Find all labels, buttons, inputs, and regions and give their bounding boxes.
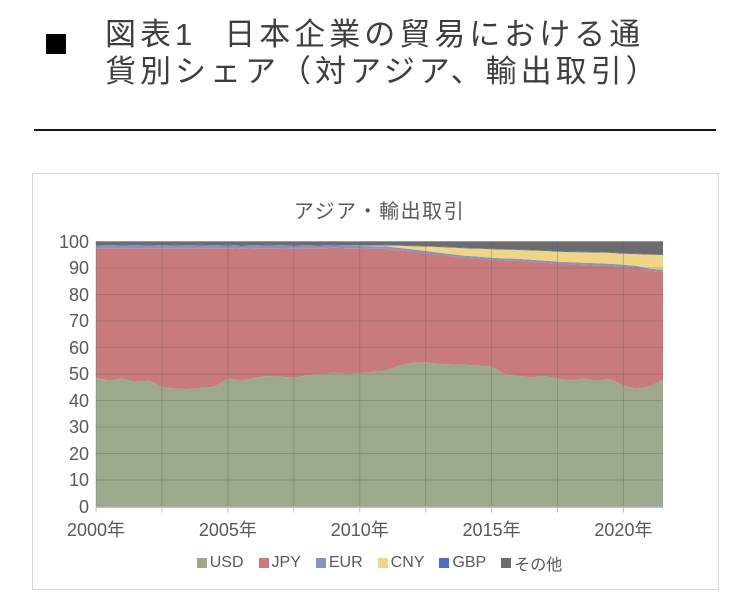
legend-item-EUR: EUR bbox=[315, 554, 363, 572]
x-tick-label: 2020年 bbox=[594, 520, 653, 540]
legend: USD JPY EUR CNY GBP その他 bbox=[73, 552, 686, 574]
divider-line bbox=[34, 129, 716, 131]
legend-swatch-icon bbox=[501, 558, 512, 568]
area-その他 bbox=[96, 241, 663, 255]
y-tick-label: 50 bbox=[68, 364, 89, 384]
legend-swatch-icon bbox=[315, 558, 326, 568]
stacked-area-plot bbox=[95, 241, 663, 513]
legend-label: CNY bbox=[390, 554, 425, 571]
y-tick-label: 80 bbox=[68, 284, 89, 305]
figure-number: 図表1 bbox=[105, 17, 197, 52]
legend-swatch-icon bbox=[439, 558, 450, 568]
area-USD bbox=[96, 362, 663, 507]
legend-swatch-icon bbox=[377, 558, 388, 568]
x-tick-label: 2010年 bbox=[330, 520, 389, 540]
bullet-square-icon bbox=[46, 34, 66, 54]
y-tick-label: 100 bbox=[58, 231, 89, 252]
figure-title: 図表1 日本企業の貿易における通 貨別シェア（対アジア、輸出取引） bbox=[105, 16, 745, 90]
legend-swatch-icon bbox=[196, 558, 207, 568]
legend-swatch-icon bbox=[258, 558, 269, 568]
area-CNY bbox=[96, 245, 663, 270]
x-tick-label: 2000年 bbox=[66, 520, 126, 540]
chart-title: アジア・輸出取引 bbox=[293, 201, 466, 223]
legend-item-USD: USD bbox=[196, 554, 244, 572]
legend-item-GBP: GBP bbox=[439, 554, 486, 572]
legend-label: GBP bbox=[452, 554, 487, 571]
area-EUR bbox=[96, 245, 663, 272]
y-tick-label: 40 bbox=[68, 390, 89, 411]
y-tick-label: 10 bbox=[68, 470, 89, 490]
legend-label: JPY bbox=[271, 554, 301, 571]
x-tick-label: 2005年 bbox=[198, 520, 257, 540]
legend-item-CNY: CNY bbox=[377, 554, 425, 572]
y-tick-label: 30 bbox=[68, 417, 89, 437]
legend-item-JPY: JPY bbox=[258, 554, 301, 572]
y-tick-label: 70 bbox=[68, 311, 89, 331]
figure-title-text1: 日本企業の貿易における通 bbox=[224, 17, 645, 52]
y-tick-label: 90 bbox=[68, 258, 89, 278]
legend-label: USD bbox=[209, 554, 244, 571]
legend-label: その他 bbox=[514, 557, 563, 574]
chart-card: アジア・輸出取引 0 10 20 30 40 50 60 70 80 90 100 2000年 200… bbox=[32, 173, 719, 590]
figure-title-line1: 図表1 日本企業の貿易における通 bbox=[105, 16, 745, 53]
y-tick-label: 60 bbox=[68, 337, 89, 358]
figure-title-line2: 貨別シェア（対アジア、輸出取引） bbox=[105, 54, 661, 89]
x-tick-label: 2015年 bbox=[462, 520, 521, 540]
y-tick-label: 0 bbox=[78, 496, 89, 517]
legend-label: EUR bbox=[328, 554, 363, 571]
area-JPY bbox=[96, 247, 663, 390]
legend-item-その他: その他 bbox=[501, 551, 562, 575]
y-tick-label: 20 bbox=[68, 443, 89, 464]
